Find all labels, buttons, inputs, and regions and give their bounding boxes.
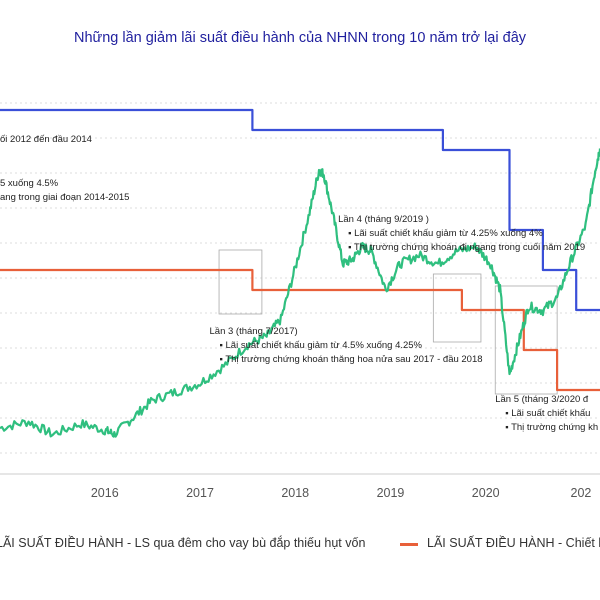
chart-legend: LÃI SUẤT ĐIỀU HÀNH - LS qua đêm cho vay …: [0, 534, 600, 556]
x-tick-label-4: 2020: [472, 486, 500, 500]
annotation-3-line-2: ▪ Thị trường chứng khoán đi ngang trong …: [348, 242, 585, 253]
annotation-3-line-1: ▪ Lãi suất chiết khấu giảm từ 4.25% xuốn…: [348, 228, 543, 239]
series-line-0: [0, 108, 600, 312]
annotation-1-line-0: 5 xuống 4.5%: [0, 178, 59, 189]
annotation-1-line-1: ang trong giai đoạn 2014-2015: [0, 192, 129, 203]
x-tick-label-1: 2017: [186, 486, 214, 500]
legend-label-discount-rate: LÃI SUẤT ĐIỀU HÀNH - Chiết khấu: [427, 536, 600, 550]
event-box-2: [494, 285, 558, 395]
annotation-3-line-0: Lần 4 (tháng 9/2019 ): [338, 214, 429, 225]
legend-swatch-discount-rate: [400, 543, 418, 546]
event-box-0: [218, 249, 263, 315]
x-tick-label-2: 2018: [281, 486, 309, 500]
event-box-1: [432, 273, 482, 343]
series-line-2: [0, 148, 600, 438]
x-tick-label-5: 202: [571, 486, 592, 500]
annotation-4-line-1: ▪ Lãi suất chiết khấu: [505, 408, 590, 419]
annotation-4-line-0: Lần 5 (tháng 3/2020 đ: [495, 394, 589, 405]
x-tick-label-3: 2019: [377, 486, 405, 500]
annotation-4-line-2: ▪ Thị trường chứng kh: [505, 422, 598, 433]
annotation-2-line-0: Lần 3 (tháng 7/2017): [210, 326, 298, 337]
x-tick-label-0: 2016: [91, 486, 119, 500]
annotation-0-line-0: ối 2012 đến đầu 2014: [0, 134, 92, 145]
chart-title: Những lần giảm lãi suất điều hành của NH…: [73, 30, 527, 46]
annotation-2-line-1: ▪ Lãi suất chiết khấu giảm từ 4.5% xuống…: [220, 340, 423, 351]
legend-label-policy-rate: LÃI SUẤT ĐIỀU HÀNH - LS qua đêm cho vay …: [0, 536, 366, 550]
annotation-2-line-2: ▪ Thị trường chứng khoán thăng hoa nửa s…: [220, 354, 483, 365]
series-line-1: [0, 268, 600, 392]
